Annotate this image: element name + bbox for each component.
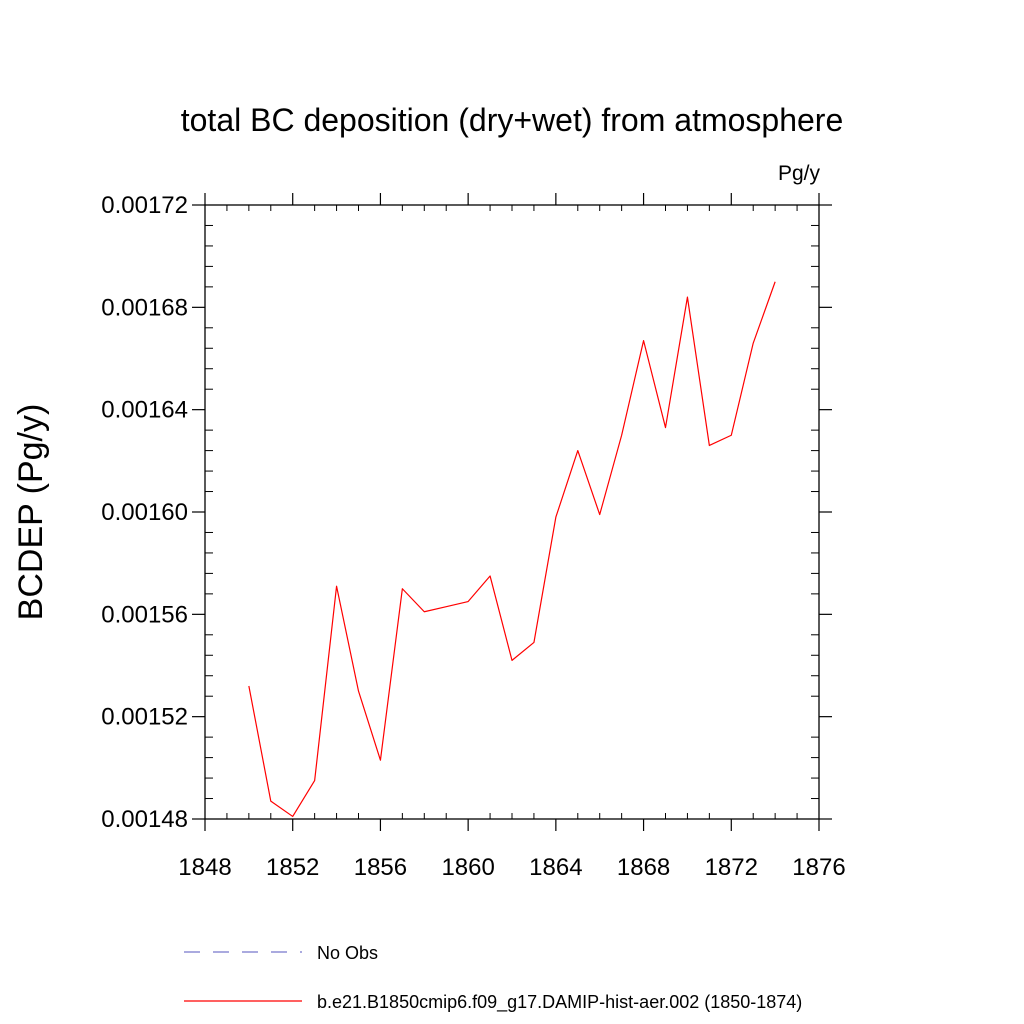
y-tick-label: 0.00148 <box>101 806 188 833</box>
legend: No Obs b.e21.B1850cmip6.f09_g17.DAMIP-his… <box>184 943 802 1013</box>
x-tick-label: 1872 <box>705 854 758 881</box>
y-tick-label: 0.00164 <box>101 397 188 424</box>
chart-title: total BC deposition (dry+wet) from atmos… <box>181 102 844 138</box>
y-tick-label: 0.00160 <box>101 499 188 526</box>
units-label: Pg/y <box>778 162 821 185</box>
legend-label: No Obs <box>317 943 378 963</box>
axis-ticks <box>192 193 832 831</box>
x-tick-label: 1860 <box>441 854 494 881</box>
series-line-1 <box>248 281 776 818</box>
tick-labels: 1848 1852 1856 1860 1864 1868 1872 1876 0.00148 0… <box>101 192 845 881</box>
y-tick-label: 0.00168 <box>101 294 188 321</box>
series-lines <box>248 281 776 818</box>
x-tick-label: 1856 <box>354 854 407 881</box>
y-tick-label: 0.00172 <box>101 192 188 219</box>
x-tick-label: 1868 <box>617 854 670 881</box>
plot-frame <box>204 204 820 820</box>
x-tick-label: 1864 <box>529 854 582 881</box>
y-tick-label: 0.00152 <box>101 704 188 731</box>
x-tick-label: 1848 <box>178 854 231 881</box>
y-tick-label: 0.00156 <box>101 601 188 628</box>
x-tick-label: 1876 <box>792 854 845 881</box>
x-tick-label: 1852 <box>266 854 319 881</box>
legend-label: b.e21.B1850cmip6.f09_g17.DAMIP-hist-aer.… <box>317 992 802 1013</box>
y-axis-label: BCDEP (Pg/y) <box>12 404 50 621</box>
